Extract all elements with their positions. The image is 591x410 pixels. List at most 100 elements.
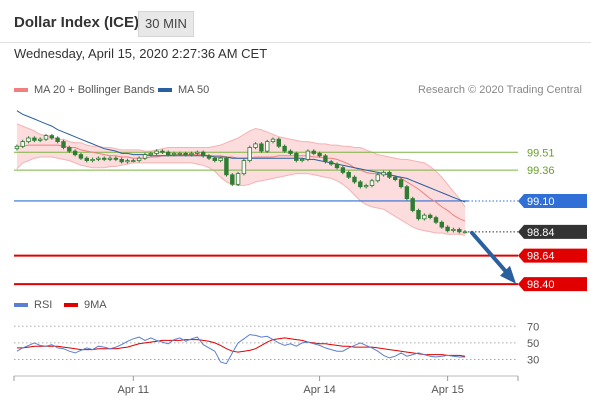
level-tag: 99.51 — [527, 147, 555, 159]
ma50-legend-label: MA 50 — [178, 84, 210, 96]
legend-ma20: MA 20 + Bollinger Bands — [14, 84, 155, 96]
legend-ma50: MA 50 — [158, 84, 209, 96]
candle-body — [14, 145, 20, 150]
level-tag: 98.64 — [518, 248, 587, 263]
rsi-line — [16, 334, 466, 365]
candle-body — [247, 147, 252, 162]
x-tick-label: Apr 11 — [118, 384, 150, 396]
candle-body — [311, 150, 316, 154]
candle-body — [270, 138, 276, 142]
level-label: 99.36 — [527, 165, 555, 177]
candle-body — [451, 228, 456, 231]
level-label: 98.40 — [527, 279, 555, 291]
candle-body — [230, 174, 235, 185]
candle-body — [439, 221, 444, 228]
candle-body — [113, 157, 119, 160]
candle-body — [317, 152, 322, 157]
9ma-swatch — [64, 303, 78, 308]
legend-rsi: RSI — [14, 299, 52, 311]
legend-9ma: 9MA — [64, 299, 107, 311]
ma20-legend-label: MA 20 + Bollinger Bands — [34, 84, 155, 96]
candle-body — [363, 185, 369, 188]
bollinger-band — [16, 123, 466, 236]
level-tag: 99.10 — [518, 193, 587, 208]
candle-body — [346, 171, 351, 178]
candle-body — [294, 152, 299, 161]
candle-body — [445, 226, 450, 232]
level-tag-box — [518, 248, 587, 263]
candle-body — [148, 152, 153, 155]
candle-body — [67, 147, 72, 152]
candle-body — [259, 143, 264, 152]
candle-body — [427, 214, 433, 218]
candle-body — [195, 151, 200, 154]
candle-body — [206, 155, 212, 159]
rsi-tick-label: 70 — [527, 321, 539, 333]
candle-body — [416, 209, 421, 220]
candle-body — [299, 158, 305, 161]
candle-body — [288, 150, 293, 154]
candle-body — [72, 150, 78, 156]
candle-body — [183, 152, 188, 155]
candle-body — [20, 141, 25, 147]
rsi-tick-label: 30 — [527, 355, 539, 367]
candle-body — [375, 174, 380, 182]
forecast-arrow-head — [500, 265, 516, 284]
candle-body — [84, 157, 89, 161]
candle-body — [125, 160, 130, 163]
candle-body — [264, 141, 270, 152]
instrument-title: Dollar Index (ICE) — [14, 14, 140, 31]
candle-body — [38, 138, 43, 141]
candle-body — [398, 179, 404, 188]
x-tick-label: Apr 15 — [431, 384, 463, 396]
candle-body — [171, 152, 177, 155]
candle-body — [49, 135, 54, 139]
candle-body — [177, 152, 183, 155]
candle-body — [328, 161, 334, 165]
candle-body — [224, 157, 229, 176]
level-tag: 98.40 — [518, 277, 587, 292]
credit-text: Research © 2020 Trading Central — [417, 84, 582, 96]
candle-body — [276, 138, 281, 147]
level-tag-box — [518, 193, 587, 208]
candle-body — [381, 171, 386, 176]
upper-band-line — [16, 123, 466, 208]
candle-body — [352, 176, 357, 183]
9ma-legend-label: 9MA — [84, 299, 107, 311]
rsi-legend-label: RSI — [34, 299, 53, 311]
candle-body — [334, 163, 340, 169]
candle-body — [131, 160, 136, 163]
candle-body — [282, 145, 287, 152]
level-label: 99.51 — [527, 147, 555, 159]
forecast-arrow-shaft — [470, 230, 508, 274]
candle-body — [358, 181, 363, 188]
x-tick-label: Apr 14 — [303, 384, 335, 396]
rsi-axis: 70 50 30 — [14, 321, 539, 367]
timeframe-badge[interactable]: 30 MIN — [138, 11, 194, 37]
candle-body — [61, 141, 66, 148]
candle-body — [90, 158, 95, 161]
candle-body — [433, 217, 439, 223]
candle-body — [78, 154, 84, 159]
header-divider — [0, 42, 591, 43]
candle-body — [241, 160, 247, 175]
lower-band-line — [16, 156, 466, 236]
level-tag: 98.84 — [518, 224, 587, 239]
candle-body — [142, 154, 148, 159]
candle-body — [32, 137, 37, 141]
candle-body — [235, 173, 241, 185]
rsi-tick-label: 50 — [527, 338, 539, 350]
candle-body — [410, 198, 415, 211]
candle-body — [462, 231, 468, 234]
candle-body — [422, 214, 427, 220]
level-tag: 99.36 — [527, 165, 555, 177]
ma20-swatch — [14, 88, 28, 93]
candle-body — [189, 152, 194, 155]
candle-body — [404, 186, 410, 199]
candle-body — [387, 171, 392, 178]
level-label: 98.84 — [527, 227, 555, 239]
candle-body — [96, 157, 101, 160]
candle-body — [26, 137, 31, 142]
level-label: 99.10 — [527, 196, 555, 208]
